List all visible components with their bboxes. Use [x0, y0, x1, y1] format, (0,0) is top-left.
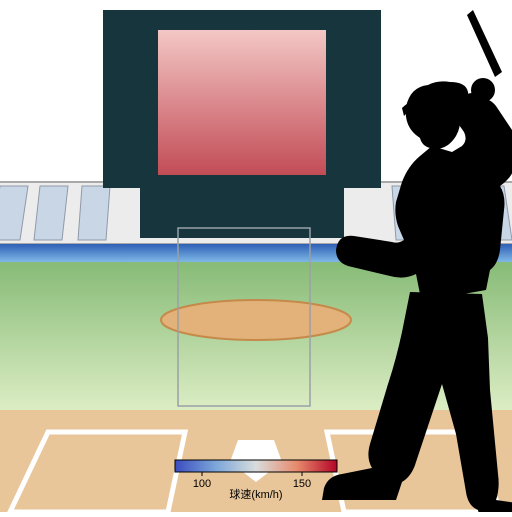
scoreboard-screen — [158, 30, 326, 175]
pitch-chart: 100 150 球速(km/h) — [0, 0, 512, 512]
legend-tick-label: 150 — [293, 478, 311, 490]
scene-svg: 100 150 球速(km/h) — [0, 0, 512, 512]
legend-tick-label: 100 — [193, 478, 211, 490]
scoreboard-base — [140, 188, 344, 238]
legend-title: 球速(km/h) — [229, 487, 282, 501]
pitchers-mound — [161, 300, 351, 340]
legend-colorbar — [175, 460, 337, 472]
